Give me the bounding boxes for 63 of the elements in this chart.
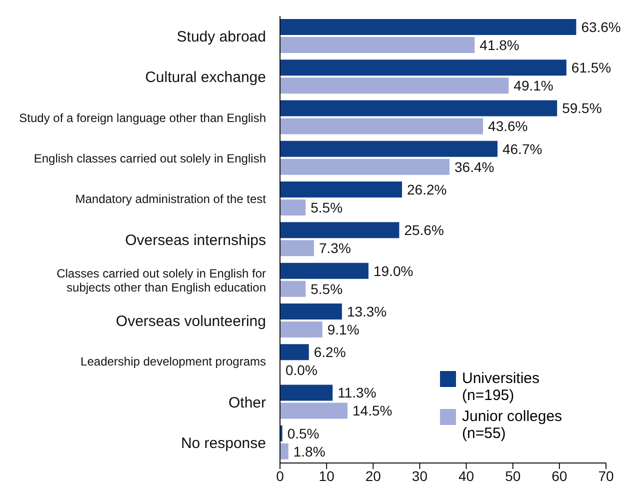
data-label: 41.8% bbox=[480, 36, 520, 53]
data-label: 36.4% bbox=[454, 158, 494, 175]
data-label: 0.0% bbox=[286, 362, 318, 378]
data-label: 5.5% bbox=[310, 200, 343, 216]
bar bbox=[280, 384, 333, 401]
bar bbox=[280, 60, 566, 76]
y-tick-label: Overseas volunteering bbox=[116, 313, 266, 330]
data-label: 63.6% bbox=[581, 18, 621, 35]
bar bbox=[280, 443, 288, 460]
data-label: 7.3% bbox=[318, 240, 351, 256]
x-tick-label: 70 bbox=[598, 468, 614, 484]
bar bbox=[280, 303, 342, 320]
bar bbox=[280, 344, 309, 360]
bar bbox=[280, 19, 576, 35]
data-label: 59.5% bbox=[562, 100, 602, 116]
data-label: 13.3% bbox=[346, 303, 387, 320]
bar bbox=[280, 182, 402, 198]
bar bbox=[280, 240, 314, 256]
legend-label: Junior colleges (n=55) bbox=[462, 408, 564, 442]
y-tick-label: English classes carried out solely in English bbox=[34, 151, 266, 166]
data-label: 25.6% bbox=[404, 222, 444, 238]
data-label: 11.3% bbox=[338, 384, 376, 401]
bar bbox=[280, 140, 498, 157]
data-label: 9.1% bbox=[327, 321, 360, 338]
y-tick-label: Leadership development programs bbox=[80, 354, 266, 369]
bar bbox=[280, 222, 400, 238]
data-label: 43.6% bbox=[488, 118, 528, 134]
y-tick-label: Cultural exchange bbox=[145, 69, 266, 86]
bar bbox=[280, 78, 509, 94]
data-label: 26.2% bbox=[407, 182, 447, 198]
x-tick-label: 60 bbox=[552, 468, 568, 484]
legend-label: Universities (n=195) bbox=[462, 370, 541, 404]
bar bbox=[280, 200, 306, 216]
data-label: 1.8% bbox=[293, 443, 326, 460]
bar bbox=[280, 321, 322, 338]
data-label: 5.5% bbox=[310, 280, 343, 297]
x-tick-label: 30 bbox=[412, 468, 428, 484]
bar bbox=[280, 118, 484, 134]
data-label: 14.5% bbox=[352, 402, 392, 419]
data-label: 19.0% bbox=[373, 262, 414, 279]
data-label: 49.1% bbox=[514, 78, 554, 94]
bar bbox=[280, 262, 368, 279]
y-tick-label: Study abroad bbox=[176, 28, 266, 46]
bar bbox=[280, 402, 348, 419]
data-label: 61.5% bbox=[571, 60, 612, 76]
bar bbox=[280, 280, 306, 297]
x-tick-label: 10 bbox=[318, 468, 335, 484]
y-tick-label: Overseas internships bbox=[125, 232, 266, 249]
y-tick-label: Other bbox=[228, 394, 266, 412]
x-tick-label: 0 bbox=[276, 468, 284, 484]
bar bbox=[280, 100, 558, 116]
bar bbox=[280, 158, 450, 175]
y-tick-label: No response bbox=[180, 434, 266, 452]
x-tick-label: 50 bbox=[505, 468, 521, 484]
y-tick-label: Study of a foreign language other than English bbox=[19, 110, 266, 125]
y-tick-label: Classes carried out solely in English for subjects other than English education bbox=[56, 266, 266, 294]
data-label: 0.5% bbox=[287, 425, 320, 442]
x-tick-label: 40 bbox=[458, 468, 474, 484]
x-tick-label: 20 bbox=[365, 468, 382, 484]
data-label: 46.7% bbox=[502, 140, 542, 157]
y-tick-label: Mandatory administration of the test bbox=[75, 192, 267, 206]
bar bbox=[280, 37, 475, 53]
data-label: 6.2% bbox=[314, 344, 346, 360]
